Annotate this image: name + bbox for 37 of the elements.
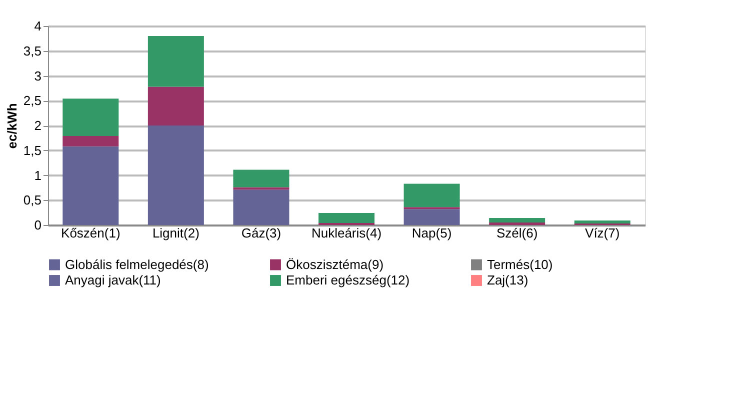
x-tick-label: Gáz(3) [241,226,282,240]
legend-label: Emberi egészség(12) [286,272,410,288]
y-tick-label: 2,5 [23,93,42,108]
bar [62,136,119,146]
bar [148,126,204,225]
bar [62,146,119,225]
y-tick-label: 1,5 [23,142,42,158]
y-tick-label: 2 [34,118,42,133]
x-tick-label: Nukleáris(4) [311,226,382,240]
legend-label: Anyagi javak(11) [65,272,161,288]
legend-label: Termés(10) [487,256,553,272]
bar [233,170,290,188]
x-tick-label: Víz(7) [585,226,620,240]
y-tick-label: 1 [34,168,42,183]
x-tick-label: Szél(6) [496,226,538,240]
x-tick-label: Nap(5) [412,226,452,240]
bar [404,209,460,225]
y-tick-label: 0,5 [23,192,42,208]
x-tick-label: Kőszén(1) [61,226,120,240]
bar [404,184,460,208]
legend-label: Globális felmelegedés(8) [65,256,209,272]
y-tick-label: 3 [34,68,42,84]
bar [318,213,374,224]
bar [62,98,119,136]
y-tick-label: 4 [34,18,42,34]
bar [233,187,290,190]
bar [148,86,204,126]
y-tick-label: 0 [34,218,42,232]
legend-label: Ökoszisztéma(9) [286,256,384,272]
bar [489,218,546,223]
bar [574,220,630,224]
bar [148,36,204,87]
y-tick-label: 3,5 [23,43,42,58]
legend-label: Zaj(13) [487,272,528,288]
y-axis-title: ec/kWh [4,103,20,149]
bar [233,190,290,225]
x-tick-label: Lignit(2) [152,226,200,240]
